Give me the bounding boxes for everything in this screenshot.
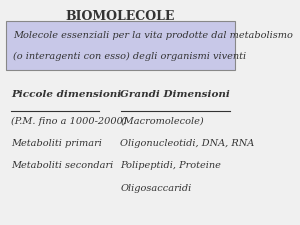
Text: Metaboliti secondari: Metaboliti secondari	[11, 161, 113, 170]
Text: Oligosaccaridi: Oligosaccaridi	[121, 184, 192, 193]
FancyBboxPatch shape	[6, 21, 235, 70]
Text: (Macromolecole): (Macromolecole)	[121, 117, 204, 126]
Text: Piccole dimensioni: Piccole dimensioni	[11, 90, 121, 99]
Text: Polipeptidi, Proteine: Polipeptidi, Proteine	[121, 161, 221, 170]
Text: (P.M. fino a 1000-2000): (P.M. fino a 1000-2000)	[11, 117, 127, 126]
Text: (o interagenti con esso) degli organismi viventi: (o interagenti con esso) degli organismi…	[13, 51, 246, 61]
Text: Metaboliti primari: Metaboliti primari	[11, 139, 102, 148]
Text: Oligonucleotidi, DNA, RNA: Oligonucleotidi, DNA, RNA	[121, 139, 255, 148]
Text: BIOMOLECOLE: BIOMOLECOLE	[66, 10, 175, 23]
Text: Molecole essenziali per la vita prodotte dal metabolismo: Molecole essenziali per la vita prodotte…	[13, 32, 293, 40]
Text: Grandi Dimensioni: Grandi Dimensioni	[121, 90, 230, 99]
